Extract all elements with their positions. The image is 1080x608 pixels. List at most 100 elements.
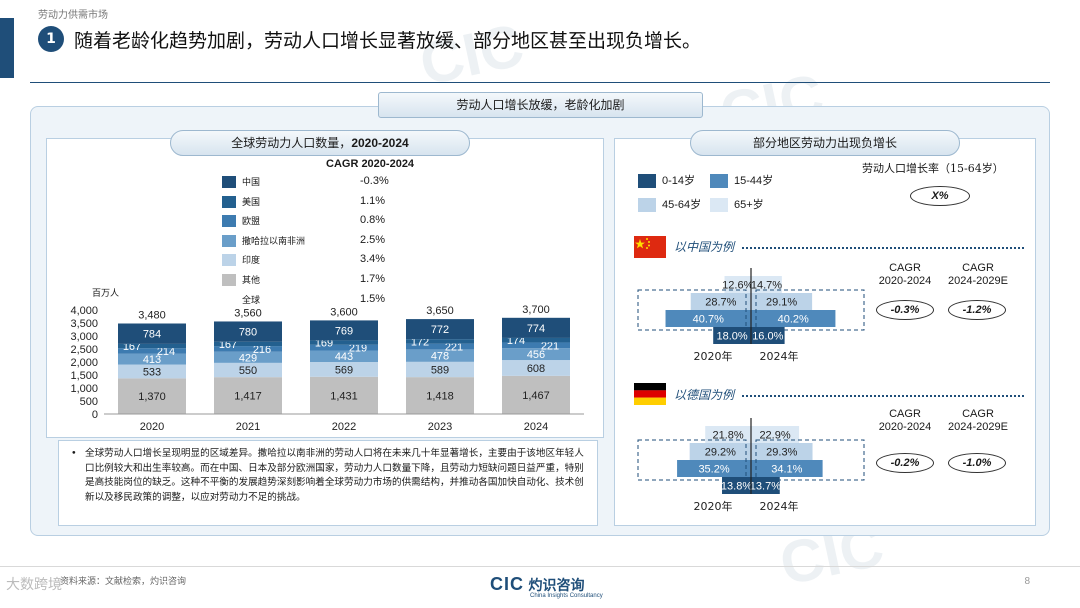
legend-swatch [222,274,236,286]
legend-name: 撒哈拉以南非洲 [242,236,306,247]
pyramid-value-label: 29.3% [766,447,797,459]
bar-segment [118,323,186,344]
pyramid-value-label: 21.8% [713,430,744,442]
pyramid-bar [751,293,813,310]
legend-item: 中国 -0.3% [222,174,392,190]
bar-segment [406,349,474,362]
legend-value: 1.7% [360,273,386,285]
note-bullet: • [71,448,77,459]
bar-segment [214,346,282,352]
bar-value-label: 443 [335,351,353,363]
section-label: 劳动力供需市场 [38,10,108,21]
section-number: 1 [38,26,64,52]
bar-value-label: 1,431 [330,390,358,402]
bar-segment [214,351,282,363]
pyramid-value-label: 29.1% [766,297,797,309]
germany-cagr2-text: CAGR 2024-2029E [948,408,1008,433]
china-pyramid-chart: 12.6%14.7% 28.7% 29.1% 40.7% 40.2% 18.0% 16.0%… [637,268,865,363]
legend-swatch [638,198,656,213]
bar-segment [406,343,474,350]
y-tick-label: 1,000 [70,383,98,395]
legend-item: 撒哈拉以南非洲 2.5% [222,233,392,249]
pyramid-value-label: 29.2% [705,447,736,459]
bar-segment [502,360,570,376]
pyramid-year-label: 2020年 [694,349,733,363]
bar-value-label: 769 [335,325,353,337]
bar-value-label: 569 [335,364,353,376]
logo-cic: CIC [490,574,524,594]
y-tick-label: 4,000 [70,305,98,317]
pyramid-bar [677,460,751,477]
bar-value-label: 214 [157,346,175,358]
china-cagr2-label: CAGR 2024-2029E [944,262,1012,288]
bar-total-label: 3,560 [234,307,262,319]
bar-segment [118,343,186,349]
legend-item: 美国 1.1% [222,194,392,210]
bar-segment [118,364,186,379]
bar-segment [502,348,570,361]
pyramid-bar [690,293,751,310]
bar-value-label: 172 [411,336,429,348]
bar-segment [502,342,570,349]
bar-value-label: 167 [123,341,141,353]
y-tick-label: 3,500 [70,318,98,330]
pyramid-bar [751,426,800,443]
bar-segment [118,348,186,354]
y-tick-label: 2,500 [70,344,98,356]
bar-value-label: 169 [315,338,333,350]
legend-swatch [222,215,236,228]
pyramid-frame [755,289,865,331]
bar-value-label: 533 [143,366,161,378]
bar-value-label: 221 [445,342,463,354]
x-tick-label: 2022 [332,421,356,433]
legend-value: 1.1% [360,194,386,207]
china-flag-star-icon [635,238,650,249]
x-tick-label: 2024 [524,421,548,433]
accent-bar [0,18,14,78]
pyramid-value-label: 22.9% [759,430,790,442]
rate-placeholder-oval: X% [910,186,970,206]
pyramid-bar [751,443,813,460]
left-panel-title-cn: 全球劳动力人口数量， [231,136,352,150]
china-cagr2-oval: -1.2% [948,300,1006,320]
legend-value: 2.5% [360,233,386,246]
bar-segment [310,362,378,377]
right-legend-item: 15-44岁 [710,172,773,189]
pyramid-value-label: 40.2% [778,314,809,326]
legend-name: 全球 [242,295,261,306]
china-dotted-line [742,247,1024,249]
pyramid-value-label: 35.2% [698,464,729,476]
pyramid-value-label: 14.7% [751,280,782,292]
legend-name: 其他 [242,276,261,286]
x-tick-label: 2020 [140,421,164,433]
legend-name: 欧盟 [242,217,261,228]
pyramid-frame [637,439,747,481]
legend-name: 45-64岁 [662,199,702,211]
pyramid-value-label: 13.7% [750,481,781,493]
y-tick-label: 500 [80,396,98,408]
pyramid-bar [722,477,751,494]
germany-cagr1-label: CAGR 2020-2024 [874,408,936,434]
china-cagr1-oval: -0.3% [876,300,934,320]
cagr-title: CAGR 2020-2024 [326,158,415,170]
china-flag-icon [634,236,666,258]
bar-segment [406,339,474,344]
pyramid-year-label: 2024年 [760,499,799,513]
bar-value-label: 589 [431,364,449,376]
legend-swatch [638,174,656,189]
bar-segment [310,344,378,351]
china-example-label: 以中国为例 [674,240,735,254]
corner-mark: 大数跨境 [6,577,62,593]
notes-box: • 全球劳动人口增长呈现明显的区域差异。撒哈拉以南非洲的劳动人口将在未来几十年显… [58,440,598,526]
pyramid-value-label: 40.7% [693,314,724,326]
bar-segment [214,377,282,414]
pyramid-value-label: 28.7% [705,297,736,309]
legend-swatch [222,195,236,208]
pyramid-frame [637,289,747,331]
germany-cagr2-oval: -1.0% [948,453,1006,473]
pyramid-bar [713,327,751,344]
legend-value: 0.8% [360,214,386,227]
bar-segment [310,376,378,414]
legend-item: 印度 3.4% [222,252,392,268]
